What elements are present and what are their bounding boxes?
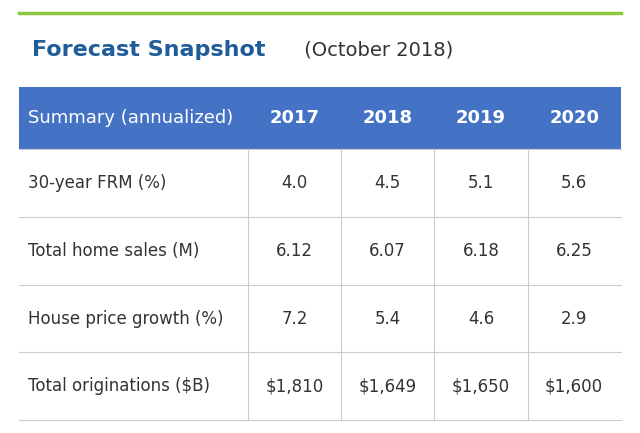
Text: 5.4: 5.4 xyxy=(374,310,401,327)
Text: $1,650: $1,650 xyxy=(452,377,510,395)
Text: (October 2018): (October 2018) xyxy=(298,40,453,59)
Bar xyxy=(19,217,621,285)
Text: 6.18: 6.18 xyxy=(463,242,499,260)
Text: Total home sales (M): Total home sales (M) xyxy=(28,242,200,260)
Text: Forecast Snapshot: Forecast Snapshot xyxy=(32,40,266,60)
Text: 2.9: 2.9 xyxy=(561,310,588,327)
Text: 6.07: 6.07 xyxy=(369,242,406,260)
Text: 30-year FRM (%): 30-year FRM (%) xyxy=(28,174,166,192)
Text: 5.6: 5.6 xyxy=(561,174,588,192)
Text: 6.25: 6.25 xyxy=(556,242,593,260)
Text: 4.5: 4.5 xyxy=(374,174,401,192)
Text: 4.6: 4.6 xyxy=(468,310,494,327)
Text: 6.12: 6.12 xyxy=(276,242,313,260)
Text: 5.1: 5.1 xyxy=(468,174,494,192)
Text: House price growth (%): House price growth (%) xyxy=(28,310,224,327)
Bar xyxy=(19,87,621,149)
Text: 2018: 2018 xyxy=(363,109,413,127)
Text: $1,600: $1,600 xyxy=(545,377,604,395)
Bar xyxy=(19,149,621,217)
Text: 2020: 2020 xyxy=(549,109,599,127)
Text: Total originations ($B): Total originations ($B) xyxy=(28,377,210,395)
Text: 2017: 2017 xyxy=(269,109,319,127)
Text: 2019: 2019 xyxy=(456,109,506,127)
Text: $1,649: $1,649 xyxy=(358,377,417,395)
Text: Summary (annualized): Summary (annualized) xyxy=(28,109,234,127)
Text: $1,810: $1,810 xyxy=(266,377,324,395)
Text: 4.0: 4.0 xyxy=(282,174,308,192)
Bar xyxy=(19,285,621,352)
Bar xyxy=(19,352,621,420)
Text: 7.2: 7.2 xyxy=(281,310,308,327)
